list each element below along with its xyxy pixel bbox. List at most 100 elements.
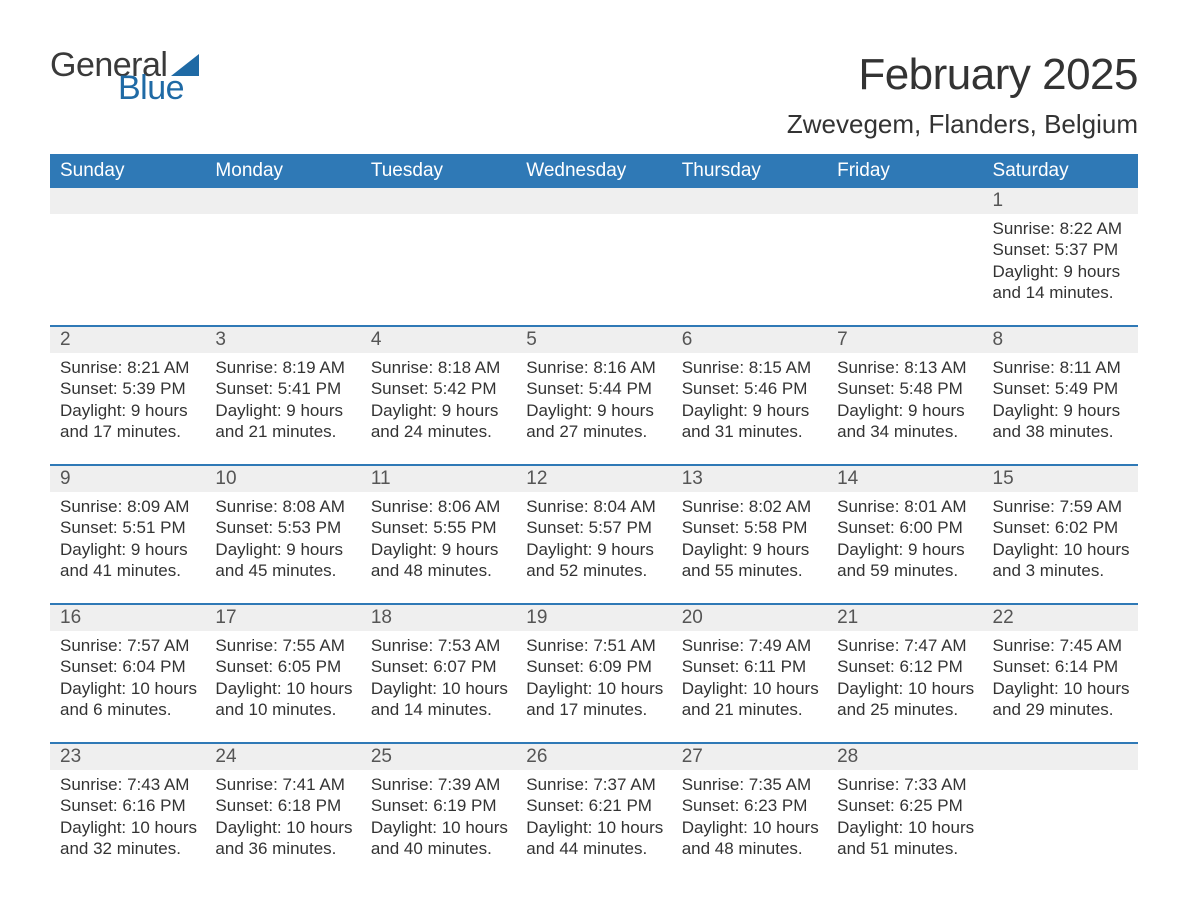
daylight-text: Daylight: 9 hours and 55 minutes. bbox=[682, 539, 821, 582]
sunset-text: Sunset: 5:37 PM bbox=[993, 239, 1132, 260]
day-cell: 27Sunrise: 7:35 AMSunset: 6:23 PMDayligh… bbox=[672, 744, 827, 881]
day-details: Sunrise: 8:21 AMSunset: 5:39 PMDaylight:… bbox=[56, 357, 199, 442]
sunset-text: Sunset: 6:18 PM bbox=[215, 795, 354, 816]
sunset-text: Sunset: 5:46 PM bbox=[682, 378, 821, 399]
weekday-header: Monday bbox=[205, 154, 360, 188]
day-details: Sunrise: 8:01 AMSunset: 6:00 PMDaylight:… bbox=[833, 496, 976, 581]
day-number: 3 bbox=[205, 327, 360, 353]
weekday-header-row: Sunday Monday Tuesday Wednesday Thursday… bbox=[50, 154, 1138, 188]
day-cell: 15Sunrise: 7:59 AMSunset: 6:02 PMDayligh… bbox=[983, 466, 1138, 603]
sunrise-text: Sunrise: 8:06 AM bbox=[371, 496, 510, 517]
weekday-header: Wednesday bbox=[516, 154, 671, 188]
calendar-grid: Sunday Monday Tuesday Wednesday Thursday… bbox=[50, 154, 1138, 881]
sunrise-text: Sunrise: 8:15 AM bbox=[682, 357, 821, 378]
week-row: 23Sunrise: 7:43 AMSunset: 6:16 PMDayligh… bbox=[50, 742, 1138, 881]
sunset-text: Sunset: 5:55 PM bbox=[371, 517, 510, 538]
day-details: Sunrise: 8:06 AMSunset: 5:55 PMDaylight:… bbox=[367, 496, 510, 581]
day-number: 14 bbox=[827, 466, 982, 492]
day-cell: 14 Sunrise: 8:01 AMSunset: 6:00 PMDayligh… bbox=[827, 466, 982, 603]
daylight-text: Daylight: 10 hours and 3 minutes. bbox=[993, 539, 1132, 582]
day-details: Sunrise: 7:41 AMSunset: 6:18 PMDaylight:… bbox=[211, 774, 354, 859]
day-details: Sunrise: 8:18 AMSunset: 5:42 PMDaylight:… bbox=[367, 357, 510, 442]
daylight-text: Daylight: 9 hours and 38 minutes. bbox=[993, 400, 1132, 443]
sunset-text: Sunset: 5:41 PM bbox=[215, 378, 354, 399]
day-cell bbox=[361, 188, 516, 325]
day-details: Sunrise: 7:39 AMSunset: 6:19 PMDaylight:… bbox=[367, 774, 510, 859]
daylight-text: Daylight: 9 hours and 59 minutes. bbox=[837, 539, 976, 582]
day-number: 20 bbox=[672, 605, 827, 631]
day-details: Sunrise: 8:22 AMSunset: 5:37 PMDaylight:… bbox=[989, 218, 1132, 303]
sunrise-text: Sunrise: 7:35 AM bbox=[682, 774, 821, 795]
sunrise-text: Sunrise: 7:33 AM bbox=[837, 774, 976, 795]
day-number: 11 bbox=[361, 466, 516, 492]
day-details: Sunrise: 7:51 AMSunset: 6:09 PMDaylight:… bbox=[522, 635, 665, 720]
daylight-text: Daylight: 10 hours and 10 minutes. bbox=[215, 678, 354, 721]
sunset-text: Sunset: 6:05 PM bbox=[215, 656, 354, 677]
day-cell: 7Sunrise: 8:13 AMSunset: 5:48 PMDaylight… bbox=[827, 327, 982, 464]
daylight-text: Daylight: 9 hours and 14 minutes. bbox=[993, 261, 1132, 304]
daylight-text: Daylight: 10 hours and 21 minutes. bbox=[682, 678, 821, 721]
day-number: 22 bbox=[983, 605, 1138, 631]
sunrise-text: Sunrise: 8:08 AM bbox=[215, 496, 354, 517]
sunset-text: Sunset: 6:19 PM bbox=[371, 795, 510, 816]
day-cell: 18Sunrise: 7:53 AMSunset: 6:07 PMDayligh… bbox=[361, 605, 516, 742]
sunset-text: Sunset: 6:12 PM bbox=[837, 656, 976, 677]
day-cell: 1Sunrise: 8:22 AMSunset: 5:37 PMDaylight… bbox=[983, 188, 1138, 325]
daylight-text: Daylight: 9 hours and 27 minutes. bbox=[526, 400, 665, 443]
day-number: 7 bbox=[827, 327, 982, 353]
calendar-page: General Blue February 2025 Zwevegem, Fla… bbox=[0, 0, 1188, 921]
day-details: Sunrise: 7:35 AMSunset: 6:23 PMDaylight:… bbox=[678, 774, 821, 859]
daylight-text: Daylight: 10 hours and 14 minutes. bbox=[371, 678, 510, 721]
daylight-text: Daylight: 10 hours and 25 minutes. bbox=[837, 678, 976, 721]
day-details: Sunrise: 7:43 AMSunset: 6:16 PMDaylight:… bbox=[56, 774, 199, 859]
day-cell: 22 Sunrise: 7:45 AMSunset: 6:14 PMDayligh… bbox=[983, 605, 1138, 742]
sunrise-text: Sunrise: 8:16 AM bbox=[526, 357, 665, 378]
weekday-header: Tuesday bbox=[361, 154, 516, 188]
day-details: Sunrise: 8:09 AMSunset: 5:51 PMDaylight:… bbox=[56, 496, 199, 581]
daylight-text: Daylight: 10 hours and 40 minutes. bbox=[371, 817, 510, 860]
sunset-text: Sunset: 6:00 PM bbox=[837, 517, 976, 538]
location-subtitle: Zwevegem, Flanders, Belgium bbox=[50, 109, 1138, 140]
sunrise-text: Sunrise: 7:57 AM bbox=[60, 635, 199, 656]
day-details: Sunrise: 8:02 AMSunset: 5:58 PMDaylight:… bbox=[678, 496, 821, 581]
sunset-text: Sunset: 5:49 PM bbox=[993, 378, 1132, 399]
day-number: 12 bbox=[516, 466, 671, 492]
weekday-header: Saturday bbox=[983, 154, 1138, 188]
month-title: February 2025 bbox=[858, 50, 1138, 100]
sunset-text: Sunset: 5:51 PM bbox=[60, 517, 199, 538]
day-cell bbox=[516, 188, 671, 325]
day-details: Sunrise: 7:47 AMSunset: 6:12 PMDaylight:… bbox=[833, 635, 976, 720]
weekday-header: Friday bbox=[827, 154, 982, 188]
daylight-text: Daylight: 9 hours and 21 minutes. bbox=[215, 400, 354, 443]
sunset-text: Sunset: 6:16 PM bbox=[60, 795, 199, 816]
day-cell: 5Sunrise: 8:16 AMSunset: 5:44 PMDaylight… bbox=[516, 327, 671, 464]
day-cell: 25Sunrise: 7:39 AMSunset: 6:19 PMDayligh… bbox=[361, 744, 516, 881]
sunrise-text: Sunrise: 7:43 AM bbox=[60, 774, 199, 795]
sunrise-text: Sunrise: 7:53 AM bbox=[371, 635, 510, 656]
day-details: Sunrise: 8:04 AMSunset: 5:57 PMDaylight:… bbox=[522, 496, 665, 581]
day-cell bbox=[205, 188, 360, 325]
day-number: 19 bbox=[516, 605, 671, 631]
daylight-text: Daylight: 9 hours and 31 minutes. bbox=[682, 400, 821, 443]
sunrise-text: Sunrise: 7:51 AM bbox=[526, 635, 665, 656]
day-cell: 17Sunrise: 7:55 AMSunset: 6:05 PMDayligh… bbox=[205, 605, 360, 742]
day-details: Sunrise: 7:45 AMSunset: 6:14 PMDaylight:… bbox=[989, 635, 1132, 720]
daylight-text: Daylight: 10 hours and 44 minutes. bbox=[526, 817, 665, 860]
day-number bbox=[516, 188, 671, 214]
day-details: Sunrise: 7:33 AMSunset: 6:25 PMDaylight:… bbox=[833, 774, 976, 859]
day-cell: 2Sunrise: 8:21 AMSunset: 5:39 PMDaylight… bbox=[50, 327, 205, 464]
day-number: 28 bbox=[827, 744, 982, 770]
sunrise-text: Sunrise: 8:13 AM bbox=[837, 357, 976, 378]
day-number: 5 bbox=[516, 327, 671, 353]
day-cell: 19 Sunrise: 7:51 AMSunset: 6:09 PMDayligh… bbox=[516, 605, 671, 742]
day-cell bbox=[50, 188, 205, 325]
daylight-text: Daylight: 10 hours and 48 minutes. bbox=[682, 817, 821, 860]
sunrise-text: Sunrise: 8:18 AM bbox=[371, 357, 510, 378]
day-cell bbox=[672, 188, 827, 325]
day-cell: 21Sunrise: 7:47 AMSunset: 6:12 PMDayligh… bbox=[827, 605, 982, 742]
sunset-text: Sunset: 5:58 PM bbox=[682, 517, 821, 538]
day-details: Sunrise: 7:57 AMSunset: 6:04 PMDaylight:… bbox=[56, 635, 199, 720]
daylight-text: Daylight: 9 hours and 17 minutes. bbox=[60, 400, 199, 443]
logo: General Blue bbox=[50, 50, 199, 103]
sunrise-text: Sunrise: 7:41 AM bbox=[215, 774, 354, 795]
